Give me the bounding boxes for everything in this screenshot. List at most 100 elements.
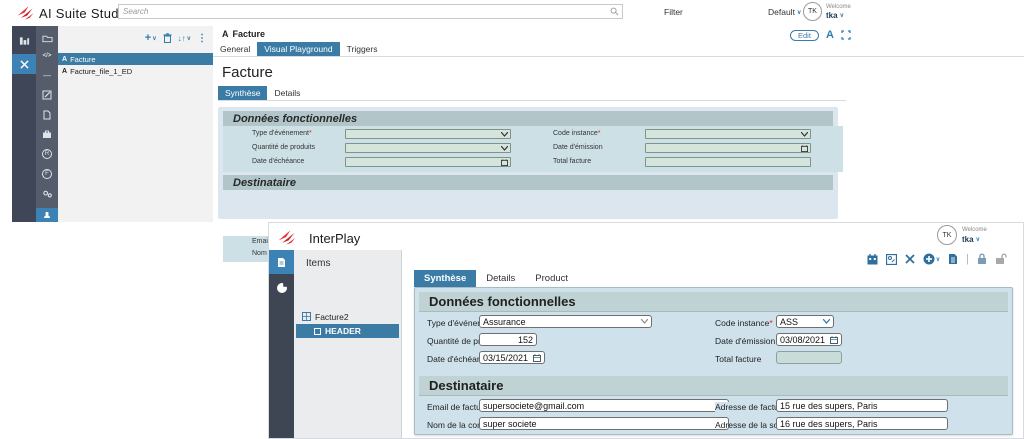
- kebab-menu-icon[interactable]: ⋮: [197, 32, 207, 44]
- close-panel-icon[interactable]: [12, 54, 36, 74]
- unlock-icon[interactable]: [995, 253, 1007, 265]
- field-label: Quantité de produits: [427, 336, 504, 346]
- date-emission-input[interactable]: [645, 143, 811, 153]
- search-input[interactable]: [118, 4, 623, 19]
- tree-item-facture2[interactable]: Facture2: [302, 310, 401, 323]
- code-instance-select[interactable]: ASS: [776, 315, 834, 328]
- model-a-icon: A: [62, 67, 68, 75]
- avatar[interactable]: TK: [803, 2, 822, 21]
- tab-synthese[interactable]: Synthèse: [414, 269, 477, 287]
- tab-visual-playground[interactable]: Visual Playground: [257, 42, 340, 56]
- briefcase-icon[interactable]: [36, 130, 58, 139]
- field-label: Date d'émission: [715, 336, 776, 346]
- square-icon: [314, 327, 321, 335]
- field-label: Code instance*: [715, 318, 773, 328]
- fullscreen-icon[interactable]: [841, 30, 851, 40]
- filter-label[interactable]: Filter: [664, 7, 683, 17]
- user-menu[interactable]: tka ∨: [962, 235, 980, 244]
- subtab-synthese[interactable]: Synthèse: [218, 86, 268, 100]
- tab-triggers[interactable]: Triggers: [346, 44, 378, 54]
- model-a-icon: A: [222, 29, 229, 39]
- items-panel: Items Facture2 HEADER: [294, 250, 402, 438]
- field-label: Code instance*: [553, 130, 601, 137]
- adresse-facturation-input[interactable]: [776, 399, 948, 412]
- document-view-icon[interactable]: [269, 250, 294, 274]
- quantite-input[interactable]: [479, 333, 537, 346]
- code-icon[interactable]: </>: [42, 53, 52, 59]
- tree-item-header[interactable]: HEADER: [296, 324, 399, 338]
- chevron-down-icon: ∨: [152, 35, 157, 42]
- user-menu[interactable]: tka ∨: [826, 11, 844, 20]
- field-label: Total facture: [715, 354, 762, 364]
- total-facture-input: [776, 351, 842, 364]
- field-label: Date d'échéance: [252, 158, 305, 165]
- avatar[interactable]: TK: [937, 225, 957, 245]
- field-label: Total facture: [553, 158, 592, 165]
- folder-icon[interactable]: [36, 34, 58, 43]
- section-header-destinataire: Destinataire: [223, 175, 833, 190]
- environment-dropdown[interactable]: Default ∨: [768, 7, 802, 17]
- rules-icon[interactable]: R: [36, 149, 58, 159]
- close-icon[interactable]: [905, 254, 915, 264]
- user-tool-icon[interactable]: [36, 208, 58, 222]
- calendar-tool-icon[interactable]: [867, 253, 878, 265]
- separator: |: [966, 253, 969, 265]
- hierarchy-icon[interactable]: [12, 36, 36, 46]
- section-header-destinataire: Destinataire: [419, 376, 1008, 396]
- interplay-window: InterPlay TK Welcome tka ∨ Items Facture2: [268, 222, 1024, 439]
- sort-button[interactable]: ↓↑ ∨: [177, 33, 191, 43]
- date-echeance-input[interactable]: 03/15/2021: [479, 351, 545, 364]
- tree-toolbar: + ∨ ↓↑ ∨ ⋮: [145, 32, 207, 44]
- section-body-donnees: Type d'événement* Code instance* Quantit…: [223, 126, 843, 172]
- add-dropdown-button[interactable]: ∨: [923, 253, 940, 265]
- trash-icon[interactable]: [163, 33, 172, 43]
- chevron-down-icon: ∨: [186, 35, 191, 42]
- interplay-toolbar: ∨ |: [867, 253, 1007, 265]
- pie-chart-icon[interactable]: [269, 282, 294, 294]
- nom-compagnie-input[interactable]: [479, 417, 729, 430]
- studio-actions: Edit A: [790, 29, 851, 41]
- quantite-select[interactable]: [345, 143, 511, 153]
- chevron-down-icon: ∨: [935, 256, 941, 263]
- document-icon[interactable]: [36, 110, 58, 120]
- studio-rail-primary: [12, 26, 36, 222]
- edit-pencil-icon[interactable]: [36, 90, 58, 100]
- report-document-icon[interactable]: [948, 253, 958, 265]
- minus-icon[interactable]: —: [43, 71, 51, 80]
- interplay-logo-icon: [277, 227, 297, 247]
- tree-item-facture[interactable]: A Facture: [58, 53, 213, 65]
- interplay-form: Données fonctionnelles Type d'événement*…: [414, 287, 1013, 435]
- field-label: Type d'événement*: [252, 130, 312, 137]
- app-title: AI Suite Studio: [39, 6, 130, 21]
- type-evenement-select[interactable]: [345, 129, 511, 139]
- functions-icon[interactable]: F: [36, 169, 58, 179]
- tab-product[interactable]: Product: [535, 272, 569, 284]
- field-label: Quantité de produits: [252, 144, 316, 151]
- chevron-down-icon: ∨: [796, 9, 802, 16]
- studio-subtab-bar: Synthèse Details: [218, 85, 846, 101]
- model-a-icon[interactable]: A: [825, 29, 834, 41]
- field-label: Date d'émission: [553, 144, 603, 151]
- lock-icon[interactable]: [977, 253, 987, 265]
- type-evenement-select[interactable]: Assurance: [479, 315, 652, 328]
- edit-button[interactable]: Edit: [790, 29, 819, 41]
- subtab-details[interactable]: Details: [274, 88, 301, 98]
- date-echeance-input[interactable]: [345, 157, 511, 167]
- app-title: InterPlay: [309, 231, 361, 246]
- breadcrumb: A Facture: [222, 29, 266, 39]
- field-label: Date d'échéance: [427, 354, 491, 364]
- tab-details[interactable]: Details: [486, 272, 516, 284]
- studio-tree-panel: + ∨ ↓↑ ∨ ⋮ A Facture A Facture_file_1_ED: [58, 26, 213, 222]
- email-facturation-input[interactable]: [479, 399, 729, 412]
- total-facture-input[interactable]: [645, 157, 811, 167]
- settings-gears-icon[interactable]: [36, 189, 58, 199]
- code-instance-select[interactable]: [645, 129, 811, 139]
- add-button[interactable]: + ∨: [144, 32, 157, 44]
- date-emission-input[interactable]: 03/08/2021: [776, 333, 842, 346]
- tab-general[interactable]: General: [220, 44, 251, 54]
- tree-item-facture-file[interactable]: A Facture_file_1_ED: [62, 66, 133, 76]
- studio-logo-icon: [16, 3, 35, 22]
- export-icon[interactable]: [885, 253, 897, 265]
- adresse-societe-input[interactable]: [776, 417, 948, 430]
